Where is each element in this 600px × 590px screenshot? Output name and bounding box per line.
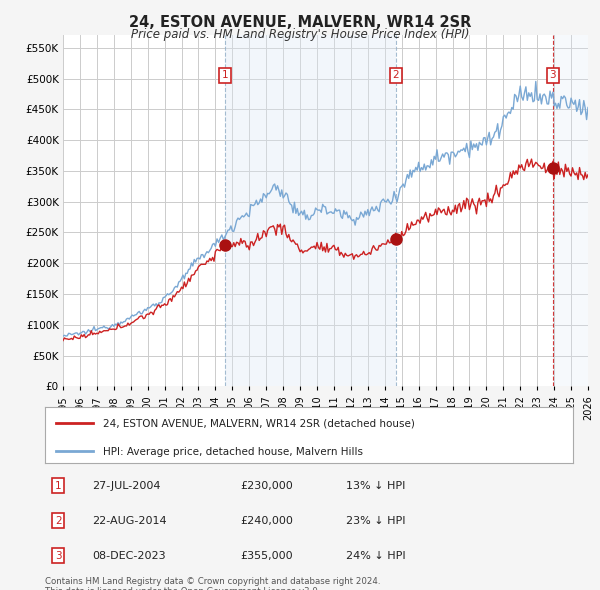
Text: 24% ↓ HPI: 24% ↓ HPI bbox=[346, 550, 406, 560]
Text: 3: 3 bbox=[55, 550, 62, 560]
Text: HPI: Average price, detached house, Malvern Hills: HPI: Average price, detached house, Malv… bbox=[103, 447, 363, 457]
Text: 27-JUL-2004: 27-JUL-2004 bbox=[92, 481, 161, 491]
Text: 2: 2 bbox=[392, 70, 399, 80]
Text: 23% ↓ HPI: 23% ↓ HPI bbox=[346, 516, 406, 526]
Text: 2: 2 bbox=[55, 516, 62, 526]
Text: £240,000: £240,000 bbox=[241, 516, 293, 526]
Text: Contains HM Land Registry data © Crown copyright and database right 2024.
This d: Contains HM Land Registry data © Crown c… bbox=[45, 577, 380, 590]
Text: 13% ↓ HPI: 13% ↓ HPI bbox=[346, 481, 406, 491]
Text: 1: 1 bbox=[55, 481, 62, 491]
Text: 3: 3 bbox=[550, 70, 556, 80]
Bar bbox=[225, 35, 395, 386]
Bar bbox=[553, 35, 588, 386]
Text: 1: 1 bbox=[222, 70, 229, 80]
Text: £355,000: £355,000 bbox=[241, 550, 293, 560]
Text: 22-AUG-2014: 22-AUG-2014 bbox=[92, 516, 167, 526]
Text: 08-DEC-2023: 08-DEC-2023 bbox=[92, 550, 166, 560]
Text: Price paid vs. HM Land Registry's House Price Index (HPI): Price paid vs. HM Land Registry's House … bbox=[131, 28, 469, 41]
Text: 24, ESTON AVENUE, MALVERN, WR14 2SR: 24, ESTON AVENUE, MALVERN, WR14 2SR bbox=[129, 15, 471, 30]
Text: 24, ESTON AVENUE, MALVERN, WR14 2SR (detached house): 24, ESTON AVENUE, MALVERN, WR14 2SR (det… bbox=[103, 419, 415, 429]
Text: £230,000: £230,000 bbox=[241, 481, 293, 491]
